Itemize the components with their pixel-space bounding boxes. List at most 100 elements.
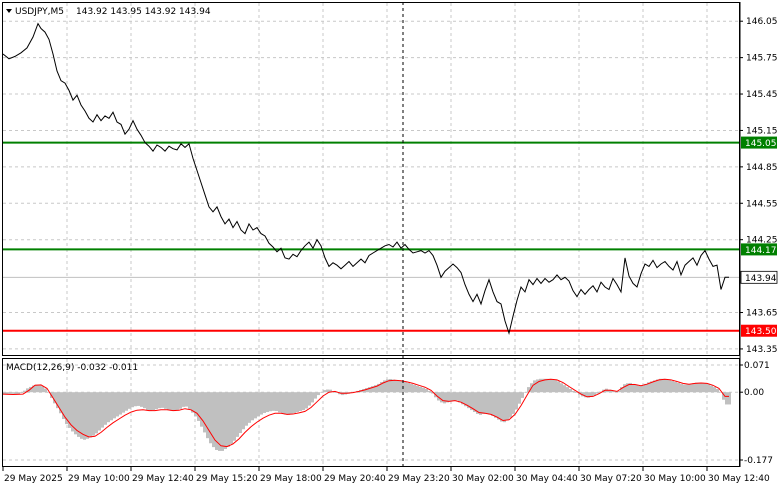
macd-bar bbox=[599, 391, 602, 393]
macd-bar bbox=[470, 392, 473, 411]
macd-bar bbox=[539, 378, 542, 393]
macd-bar bbox=[317, 392, 320, 396]
macd-bar bbox=[266, 392, 269, 412]
x-tick-label: 29 May 23:20 bbox=[388, 474, 450, 484]
macd-bar bbox=[140, 392, 143, 407]
series-lines bbox=[2, 22, 729, 448]
macd-bar bbox=[584, 392, 587, 398]
macd-bar bbox=[608, 389, 611, 393]
level-price-tag bbox=[741, 324, 777, 337]
macd-bar bbox=[713, 387, 716, 393]
price-levels bbox=[3, 141, 739, 332]
macd-bar bbox=[686, 384, 689, 393]
macd-bar bbox=[242, 392, 245, 430]
macd-bar bbox=[158, 392, 161, 409]
macd-header: MACD(12,26,9) -0.032 -0.011 bbox=[6, 363, 138, 373]
macd-bar bbox=[299, 392, 302, 412]
macd-y-tick-label: 0.00 bbox=[744, 388, 764, 398]
macd-bar bbox=[284, 392, 287, 415]
macd-signal-line bbox=[2, 378, 729, 448]
macd-bar bbox=[194, 392, 197, 417]
macd-bar bbox=[668, 380, 671, 393]
macd-bar bbox=[131, 392, 134, 408]
macd-bar bbox=[296, 392, 299, 412]
macd-bar bbox=[179, 392, 182, 409]
macd-bar bbox=[155, 392, 158, 410]
macd-bar bbox=[98, 392, 101, 431]
macd-bar bbox=[632, 383, 635, 393]
y-tick-label: 143.65 bbox=[746, 309, 778, 319]
macd-bar bbox=[689, 384, 692, 393]
macd-bar bbox=[659, 378, 662, 393]
macd-bar bbox=[596, 392, 599, 394]
macd-bar bbox=[386, 379, 389, 393]
macd-bar bbox=[521, 392, 524, 398]
macd-bar bbox=[14, 392, 17, 395]
macd-bar bbox=[230, 392, 233, 444]
macd-bar bbox=[152, 392, 155, 411]
macd-bar bbox=[554, 380, 557, 393]
macd-bar bbox=[638, 385, 641, 393]
macd-bar bbox=[23, 390, 26, 393]
macd-bar bbox=[170, 392, 173, 411]
macd-bar bbox=[677, 382, 680, 393]
macd-bar bbox=[695, 382, 698, 393]
macd-bar bbox=[218, 392, 221, 451]
macd-bar bbox=[77, 392, 80, 437]
y-tick-label: 145.15 bbox=[746, 126, 778, 136]
macd-bar bbox=[575, 392, 578, 393]
macd-bar bbox=[473, 392, 476, 412]
macd-bar bbox=[119, 392, 122, 415]
macd-bar bbox=[74, 392, 77, 435]
macd-bar bbox=[17, 392, 20, 395]
macd-bar bbox=[38, 385, 41, 393]
macd-bar bbox=[275, 392, 278, 412]
macd-bar bbox=[485, 392, 488, 414]
macd-bar bbox=[110, 392, 113, 421]
x-tick-label: 29 May 10:00 bbox=[68, 474, 130, 484]
x-tick-label: 29 May 20:40 bbox=[324, 474, 386, 484]
current-price-label: 143.94 bbox=[745, 274, 777, 284]
macd-bar bbox=[71, 392, 74, 432]
macd-bar bbox=[506, 392, 509, 421]
macd-bar bbox=[269, 392, 272, 412]
macd-bar bbox=[5, 392, 8, 394]
macd-bar bbox=[263, 392, 266, 413]
macd-bar bbox=[254, 392, 257, 419]
macd-bar bbox=[665, 379, 668, 393]
y-tick-label: 145.75 bbox=[746, 54, 778, 64]
macd-bar bbox=[431, 392, 434, 394]
macd-bar bbox=[59, 392, 62, 414]
macd-bar bbox=[83, 392, 86, 440]
macd-bar bbox=[440, 392, 443, 403]
macd-bar bbox=[641, 385, 644, 393]
macd-bar bbox=[197, 392, 200, 421]
macd-bar bbox=[389, 378, 392, 393]
macd-bar bbox=[629, 382, 632, 393]
macd-bar bbox=[203, 392, 206, 433]
macd-bar bbox=[479, 392, 482, 415]
macd-bar bbox=[377, 383, 380, 393]
macd-bar bbox=[650, 381, 653, 393]
macd-bar bbox=[53, 392, 56, 404]
x-tick-label: 29 May 12:40 bbox=[132, 474, 194, 484]
x-tick-label: 29 May 15:20 bbox=[196, 474, 258, 484]
macd-bar bbox=[206, 392, 209, 439]
macd-bar bbox=[488, 392, 491, 415]
macd-bar bbox=[374, 385, 377, 393]
level-price-tag bbox=[741, 136, 777, 149]
macd-bar bbox=[476, 392, 479, 414]
macd-bar bbox=[416, 385, 419, 393]
macd-bar bbox=[422, 387, 425, 393]
x-tick-label: 29 May 2025 bbox=[4, 474, 63, 484]
macd-bar bbox=[308, 392, 311, 406]
macd-bar bbox=[545, 378, 548, 393]
x-tick-label: 29 May 18:00 bbox=[260, 474, 322, 484]
triangle-down-icon[interactable] bbox=[6, 9, 12, 13]
macd-bar bbox=[86, 392, 89, 439]
macd-bar bbox=[2, 392, 5, 395]
macd-bar bbox=[512, 392, 515, 414]
macd-bar bbox=[326, 389, 329, 393]
price-axis: 146.05 145.75 145.45 145.15 144.85 144.55 144.… bbox=[740, 17, 778, 355]
